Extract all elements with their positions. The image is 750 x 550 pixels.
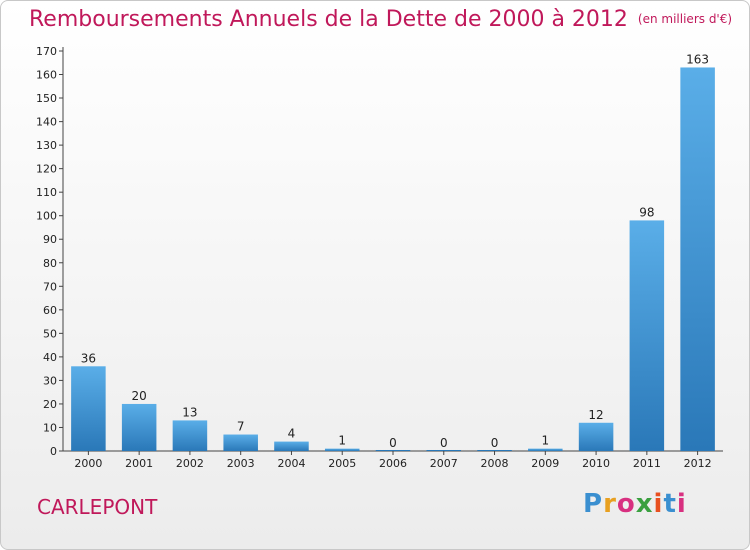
data-label: 7 <box>237 420 245 434</box>
y-tick-label: 160 <box>36 69 57 82</box>
bar <box>172 420 208 451</box>
bar <box>629 220 665 451</box>
data-label: 0 <box>491 436 499 450</box>
data-label: 1 <box>541 434 549 448</box>
logo-letter: r <box>603 489 617 519</box>
data-label: 1 <box>338 434 346 448</box>
data-label: 36 <box>81 351 96 365</box>
y-tick-label: 110 <box>36 186 57 199</box>
logo-letter: x <box>635 489 654 519</box>
x-tick-label: 2010 <box>582 457 610 470</box>
logo-letter: P <box>583 489 604 519</box>
data-label: 12 <box>588 408 603 422</box>
bar <box>223 434 258 451</box>
y-tick-label: 150 <box>36 92 57 105</box>
bar <box>71 366 106 451</box>
x-tick-label: 2001 <box>125 457 153 470</box>
commune-name: CARLEPONT <box>37 495 158 519</box>
logo-letter: i <box>653 489 664 519</box>
y-tick-label: 0 <box>50 445 57 458</box>
chart-title-text: Remboursements Annuels de la Dette de 20… <box>29 7 628 32</box>
data-label: 0 <box>389 436 397 450</box>
data-label: 98 <box>639 205 654 219</box>
y-tick-label: 120 <box>36 163 57 176</box>
y-tick-label: 10 <box>43 421 57 434</box>
y-tick-label: 20 <box>43 398 57 411</box>
y-tick-label: 90 <box>43 233 57 246</box>
y-tick-label: 50 <box>43 327 57 340</box>
data-label: 20 <box>132 389 147 403</box>
data-label: 4 <box>288 427 296 441</box>
y-tick-label: 100 <box>36 210 57 223</box>
x-tick-label: 2007 <box>430 457 458 470</box>
bar <box>121 403 157 451</box>
y-tick-label: 80 <box>43 257 57 270</box>
x-tick-label: 2011 <box>633 457 661 470</box>
x-tick-label: 2005 <box>328 457 356 470</box>
logo-letter: o <box>616 489 636 519</box>
x-tick-label: 2008 <box>481 457 509 470</box>
y-tick-label: 40 <box>43 351 57 364</box>
y-tick-label: 140 <box>36 116 57 129</box>
logo-letter: i <box>676 489 687 519</box>
logo-letter: t <box>663 489 677 519</box>
y-tick-label: 130 <box>36 139 57 152</box>
x-tick-label: 2006 <box>379 457 407 470</box>
bar <box>274 441 309 451</box>
bar <box>680 67 715 452</box>
proxiti-logo: Proxiti <box>583 489 687 519</box>
chart-title-unit: (en milliers d'€) <box>637 12 733 26</box>
data-label: 13 <box>182 405 197 419</box>
y-tick-label: 70 <box>43 280 57 293</box>
x-tick-label: 2003 <box>227 457 255 470</box>
x-tick-label: 2000 <box>74 457 102 470</box>
y-tick-label: 60 <box>43 304 57 317</box>
data-label: 0 <box>440 436 448 450</box>
data-label: 163 <box>686 52 709 66</box>
x-tick-label: 2012 <box>684 457 712 470</box>
x-tick-label: 2002 <box>176 457 204 470</box>
y-tick-label: 30 <box>43 374 57 387</box>
x-tick-label: 2004 <box>277 457 305 470</box>
bar <box>528 448 563 451</box>
chart-title: Remboursements Annuels de la Dette de 20… <box>29 7 732 32</box>
bar <box>578 422 614 451</box>
bar <box>324 448 360 451</box>
x-tick-label: 2009 <box>531 457 559 470</box>
y-tick-label: 170 <box>36 45 57 58</box>
